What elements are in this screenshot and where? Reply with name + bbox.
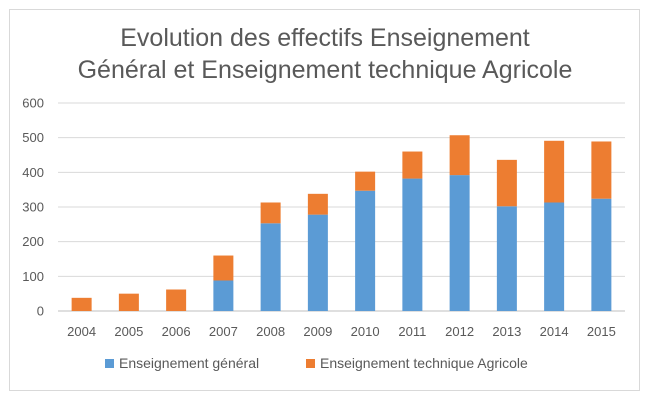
x-tick-label-2011: 2011: [398, 324, 426, 339]
bar-2011-series-1: [402, 178, 423, 311]
x-tick-label-2010: 2010: [351, 324, 380, 339]
bar-2005-series-2: [118, 293, 139, 311]
y-tick-label-100: 100: [22, 269, 44, 284]
x-tick-label-2006: 2006: [162, 324, 191, 339]
x-tick-label-2005: 2005: [114, 324, 143, 339]
bar-2014-series-1: [544, 202, 565, 311]
bar-2010-series-2: [355, 171, 376, 191]
y-tick-label-500: 500: [22, 130, 44, 145]
bar-2011-series-2: [402, 151, 423, 179]
chart-title-line-1: Evolution des effectifs Enseignement: [120, 24, 530, 52]
y-tick-label-400: 400: [22, 165, 44, 180]
bar-2007-series-1: [213, 280, 234, 311]
x-tick-label-2007: 2007: [209, 324, 238, 339]
y-tick-label-200: 200: [22, 234, 44, 249]
bar-2014-series-2: [544, 140, 565, 203]
y-tick-label-600: 600: [22, 96, 44, 111]
bar-2012-series-2: [449, 135, 470, 176]
x-tick-label-2013: 2013: [492, 324, 521, 339]
legend-swatch-agricole: [306, 358, 315, 368]
bar-2013-series-2: [496, 159, 517, 207]
bar-2008-series-2: [260, 202, 281, 224]
x-tick-label-2009: 2009: [303, 324, 332, 339]
x-tick-label-2015: 2015: [587, 324, 616, 339]
y-tick-label-0: 0: [37, 304, 44, 319]
chart-legend: Enseignement général Enseignement techni…: [0, 355, 650, 375]
legend-label-agricole: Enseignement technique Agricole: [320, 355, 528, 371]
legend-item-agricole: Enseignement technique Agricole: [306, 355, 528, 371]
legend-label-general: Enseignement général: [119, 355, 260, 371]
legend-item-general: Enseignement général: [105, 355, 259, 371]
x-tick-label-2008: 2008: [256, 324, 285, 339]
bar-2008-series-1: [260, 223, 281, 311]
chart-title: Evolution des effectifs Enseignement Gén…: [0, 22, 650, 86]
bar-2009-series-1: [307, 214, 328, 311]
bar-2007-series-2: [213, 255, 234, 281]
x-tick-label-2014: 2014: [540, 324, 569, 339]
bar-2015-series-2: [591, 141, 612, 199]
bar-2010-series-1: [355, 190, 376, 311]
chart-title-line-2: Général et Enseignement technique Agrico…: [77, 56, 573, 84]
legend-swatch-general: [105, 358, 114, 368]
x-tick-label-2004: 2004: [67, 324, 96, 339]
x-tick-label-2012: 2012: [445, 324, 474, 339]
y-tick-label-300: 300: [22, 200, 44, 215]
bar-2013-series-1: [496, 206, 517, 311]
bar-2006-series-2: [166, 289, 187, 311]
bar-2004-series-2: [71, 297, 92, 311]
bar-2009-series-2: [307, 193, 328, 215]
bar-2012-series-1: [449, 175, 470, 311]
bar-2015-series-1: [591, 198, 612, 311]
